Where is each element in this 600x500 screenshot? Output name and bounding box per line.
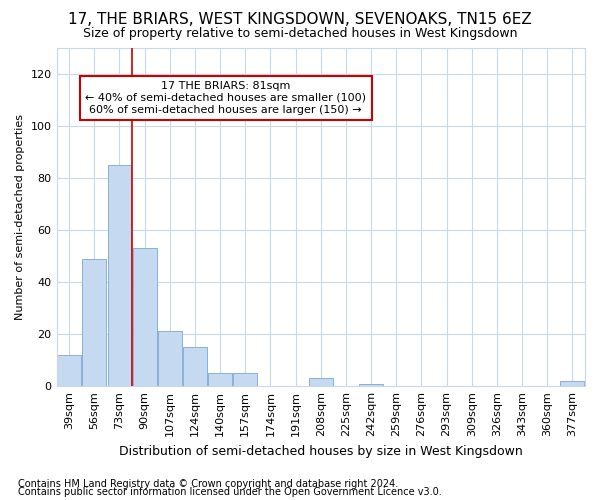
- Y-axis label: Number of semi-detached properties: Number of semi-detached properties: [15, 114, 25, 320]
- Text: 17 THE BRIARS: 81sqm
← 40% of semi-detached houses are smaller (100)
60% of semi: 17 THE BRIARS: 81sqm ← 40% of semi-detac…: [85, 82, 366, 114]
- Bar: [359, 384, 383, 386]
- Bar: [233, 373, 257, 386]
- Text: Contains HM Land Registry data © Crown copyright and database right 2024.: Contains HM Land Registry data © Crown c…: [18, 479, 398, 489]
- Bar: [158, 332, 182, 386]
- Text: Size of property relative to semi-detached houses in West Kingsdown: Size of property relative to semi-detach…: [83, 28, 517, 40]
- Bar: [183, 347, 207, 386]
- Bar: [309, 378, 333, 386]
- Text: Contains public sector information licensed under the Open Government Licence v3: Contains public sector information licen…: [18, 487, 442, 497]
- Bar: [107, 164, 131, 386]
- Bar: [208, 373, 232, 386]
- X-axis label: Distribution of semi-detached houses by size in West Kingsdown: Distribution of semi-detached houses by …: [119, 444, 523, 458]
- Bar: [82, 258, 106, 386]
- Text: 17, THE BRIARS, WEST KINGSDOWN, SEVENOAKS, TN15 6EZ: 17, THE BRIARS, WEST KINGSDOWN, SEVENOAK…: [68, 12, 532, 28]
- Bar: [133, 248, 157, 386]
- Bar: [560, 381, 584, 386]
- Bar: [57, 355, 81, 386]
